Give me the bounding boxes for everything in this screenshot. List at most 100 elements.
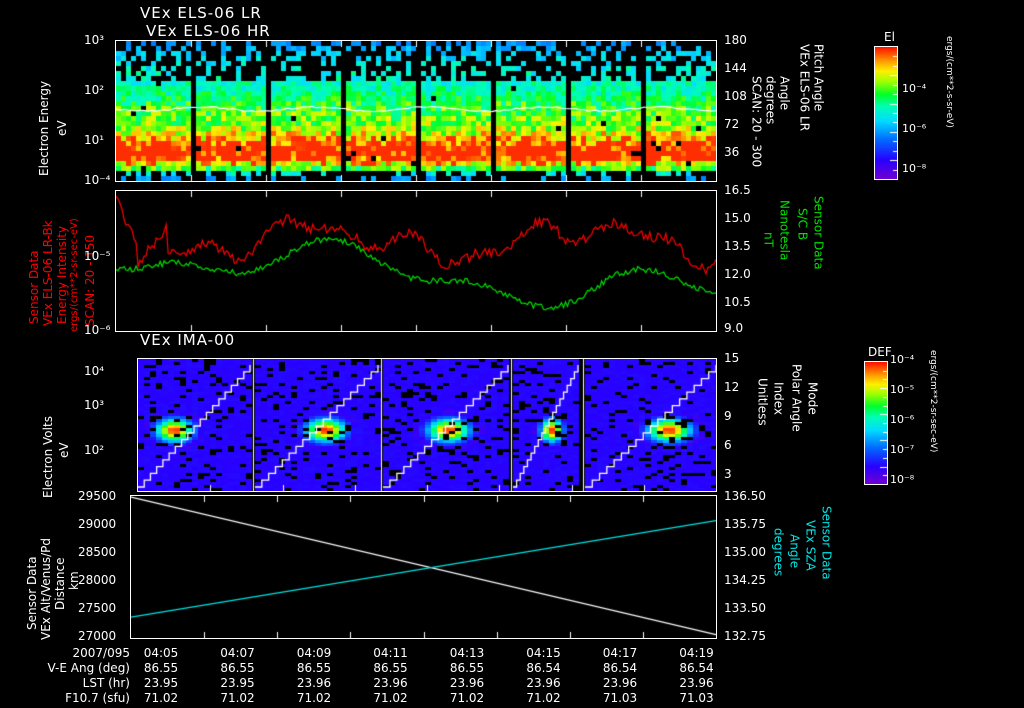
panel3-right-label1: Mode [805, 382, 820, 415]
def-colorbar-title: DEF [868, 345, 892, 359]
table-cell-f107-0: 71.02 [143, 691, 179, 705]
panel3-rtick-12: 12 [724, 380, 740, 394]
table-cell-ve-ang-0: 86.55 [143, 661, 179, 675]
panel4-ytick-29500: 29500 [78, 489, 117, 503]
panel1-title-lr: VEx ELS-06 LR [140, 4, 262, 22]
table-row-label-f107: F10.7 (sfu) [65, 691, 130, 705]
el-colorbar-title: El [884, 30, 895, 44]
panel4-rtick-13275: 132.75 [724, 629, 766, 643]
def-colorbar-unit: ergs/(cm**2-sr-sec-eV) [928, 350, 938, 453]
panel4-rtick-13350: 133.50 [724, 601, 766, 615]
table-cell-time-0: 04:05 [143, 646, 179, 660]
panel1-right-axis-scan: SCAN: 20 - 300 [749, 76, 764, 168]
panel2-right-label1: Sensor Data [811, 196, 826, 270]
table-cell-time-7: 04:19 [679, 646, 714, 660]
panel1-ytick-10: 10¹ [84, 133, 105, 147]
panel4-left-label2: VEx Alt/Venus/Pd [39, 537, 53, 640]
panel3-plot-area[interactable] [137, 358, 717, 492]
panel2-plot-area[interactable] [115, 190, 717, 332]
panel3-rtick-6: 6 [724, 438, 732, 452]
panel4-ytick-28500: 28500 [78, 545, 117, 559]
panel2-rtick-165: 16.5 [724, 183, 751, 197]
el-colorbar-gradient [874, 46, 898, 180]
panel1-rtick-180: 180 [724, 33, 747, 47]
table-cell-lst-5: 23.96 [526, 676, 561, 690]
table-cell-lst-0: 23.95 [143, 676, 179, 690]
panel3-rtick-9: 9 [724, 409, 732, 423]
table-row-label-lst: LST (hr) [82, 676, 130, 690]
panel4-rtick-13500: 135.00 [724, 545, 766, 559]
panel3-right-label4: Unitless [755, 378, 770, 426]
panel4-left-label3: Distance [53, 557, 67, 610]
panel3-title: VEx IMA-00 [140, 331, 236, 349]
table-row-label-ve-ang: V-E Ang (deg) [47, 661, 130, 675]
el-colorbar-unit: ergs/(cm**2-s-sr-eV) [944, 36, 954, 128]
panel3-left-axis-unit: eV [57, 442, 71, 458]
table-cell-lst-3: 23.96 [373, 676, 408, 690]
table-cell-lst-7: 23.96 [679, 676, 714, 690]
panel4-right-label1: Sensor Data [819, 506, 834, 580]
panel1-plot-area[interactable] [115, 40, 717, 182]
table-cell-lst-4: 23.96 [449, 676, 485, 690]
panel1-left-axis-label: Electron Energy [37, 80, 51, 176]
table-cell-ve-ang-2: 86.55 [296, 661, 332, 675]
panel2-rtick-135: 13.5 [724, 239, 751, 253]
table-cell-f107-5: 71.02 [526, 691, 561, 705]
panel1-right-axis-label1: Pitch Angle [811, 44, 826, 112]
panel4-ytick-27500: 27500 [78, 601, 117, 615]
panel1-rtick-72: 72 [724, 117, 740, 131]
panel1-ytick-1000: 10³ [84, 33, 105, 47]
panel2-ytick-1e-4: 10⁻⁴ [84, 173, 111, 187]
def-colorbar-gradient [864, 361, 888, 485]
panel3-right-label3: Index [771, 382, 786, 416]
panel4-plot-area[interactable] [130, 495, 717, 639]
table-cell-ve-ang-4: 86.55 [449, 661, 485, 675]
panel1-rtick-36: 36 [724, 145, 740, 159]
table-cell-f107-6: 71.03 [602, 691, 638, 705]
panel3-left-axis-label: Electron Volts [41, 416, 55, 498]
table-cell-ve-ang-6: 86.54 [602, 661, 638, 675]
table-row-label-date: 2007/095 [72, 646, 131, 660]
table-cell-lst-1: 23.95 [220, 676, 255, 690]
el-colorbar-tick-3: 10⁻⁸ [902, 162, 927, 175]
panel4-right-label4: degrees [771, 528, 786, 577]
panel4-left-label1: Sensor Data [25, 556, 39, 630]
panel2-left-label2: VEx ELS-06 LR-Bk [41, 220, 55, 326]
panel4-rtick-13575: 135.75 [724, 517, 766, 531]
panel1-title-hr: VEx ELS-06 HR [146, 22, 271, 40]
panel3-rtick-15: 15 [724, 351, 740, 365]
table-cell-time-6: 04:17 [602, 646, 638, 660]
table-cell-f107-2: 71.02 [296, 691, 332, 705]
panel2-rtick-150: 15.0 [724, 211, 751, 225]
table-cell-time-3: 04:11 [373, 646, 408, 660]
panel2-ytick-1e-5: 10⁻⁵ [84, 249, 111, 263]
panel4-right-label2: VEx SZA [803, 520, 818, 571]
panel4-right-label3: Angle [787, 534, 802, 569]
panel2-left-scan: SCAN: 20 - 150 [83, 234, 97, 326]
table-cell-time-4: 04:13 [449, 646, 485, 660]
def-colorbar-tick-3: 10⁻⁶ [890, 413, 915, 426]
panel2-right-label3: Nanotesla [777, 200, 792, 261]
def-colorbar-tick-2: 10⁻⁵ [890, 383, 915, 396]
panel2-ytick-1e-6: 10⁻⁶ [84, 323, 111, 337]
table-cell-lst-2: 23.96 [296, 676, 332, 690]
panel3-ytick-1e3: 10³ [84, 398, 105, 412]
panel1-left-axis-unit: eV [55, 120, 69, 136]
panel3-rtick-3: 3 [724, 467, 732, 481]
table-cell-ve-ang-3: 86.55 [373, 661, 408, 675]
table-cell-ve-ang-7: 86.54 [679, 661, 714, 675]
def-colorbar-tick-4: 10⁻⁷ [890, 443, 915, 456]
def-colorbar-tick-5: 10⁻⁸ [890, 473, 915, 486]
panel3-ytick-1e2: 10² [84, 443, 105, 457]
el-colorbar-tick-2: 10⁻⁶ [902, 122, 927, 135]
panel3-right-label2: Polar Angle [789, 364, 804, 432]
panel1-right-axis-label3: Angle [777, 76, 792, 111]
panel1-right-axis-label2: VEx ELS-06 LR [797, 44, 812, 132]
panel2-rtick-120: 12.0 [724, 267, 751, 281]
panel1-ytick-100: 10² [84, 83, 105, 97]
panel2-rtick-90: 9.0 [724, 321, 744, 335]
panel2-rtick-105: 10.5 [724, 295, 751, 309]
panel3-ytick-1e4: 10⁴ [84, 364, 105, 378]
table-cell-f107-7: 71.03 [679, 691, 714, 705]
panel4-ytick-27000: 27000 [78, 629, 117, 643]
